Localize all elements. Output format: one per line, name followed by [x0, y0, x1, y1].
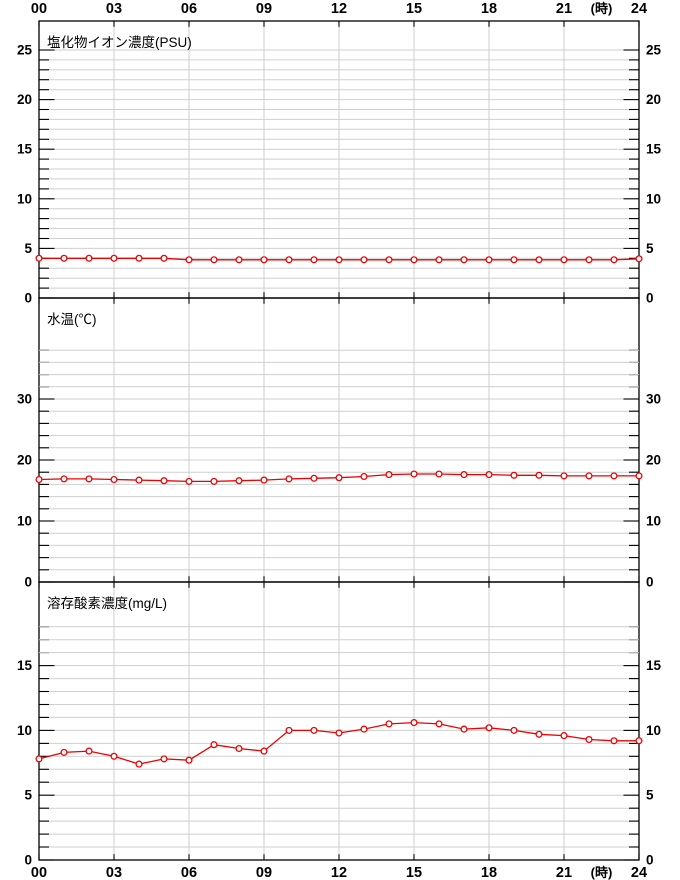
svg-text:塩化物イオン濃度(PSU): 塩化物イオン濃度(PSU) — [47, 35, 192, 50]
svg-text:0: 0 — [646, 853, 654, 868]
svg-text:03: 03 — [106, 865, 122, 880]
svg-text:0: 0 — [646, 575, 654, 590]
svg-text:12: 12 — [331, 1, 347, 17]
svg-text:0: 0 — [646, 291, 654, 306]
svg-text:25: 25 — [17, 43, 33, 58]
svg-text:15: 15 — [406, 1, 422, 17]
svg-text:10: 10 — [646, 191, 661, 206]
svg-text:03: 03 — [106, 1, 122, 17]
svg-text:20: 20 — [646, 453, 661, 468]
svg-text:10: 10 — [646, 514, 661, 529]
svg-text:15: 15 — [17, 658, 33, 673]
svg-text:21: 21 — [556, 865, 572, 880]
svg-text:15: 15 — [646, 142, 662, 157]
svg-text:25: 25 — [646, 43, 662, 58]
svg-text:06: 06 — [181, 1, 197, 17]
svg-text:(時): (時) — [591, 1, 613, 16]
svg-text:12: 12 — [331, 865, 347, 880]
svg-text:00: 00 — [31, 865, 47, 880]
svg-text:溶存酸素濃度(mg/L): 溶存酸素濃度(mg/L) — [47, 596, 167, 611]
svg-text:10: 10 — [17, 514, 32, 529]
svg-text:00: 00 — [31, 1, 47, 17]
svg-text:30: 30 — [646, 392, 661, 407]
svg-text:(時): (時) — [591, 865, 613, 880]
svg-text:0: 0 — [24, 575, 32, 590]
svg-text:15: 15 — [406, 865, 422, 880]
svg-text:20: 20 — [17, 92, 32, 107]
svg-text:10: 10 — [646, 723, 661, 738]
svg-text:06: 06 — [181, 865, 197, 880]
svg-text:18: 18 — [481, 865, 497, 880]
svg-text:18: 18 — [481, 1, 497, 17]
svg-text:15: 15 — [646, 658, 662, 673]
svg-text:09: 09 — [256, 1, 272, 17]
svg-text:30: 30 — [17, 392, 32, 407]
svg-text:5: 5 — [646, 241, 654, 256]
svg-text:20: 20 — [17, 453, 32, 468]
svg-text:10: 10 — [17, 723, 32, 738]
svg-text:20: 20 — [646, 92, 661, 107]
svg-text:21: 21 — [556, 1, 572, 17]
svg-text:10: 10 — [17, 191, 32, 206]
svg-text:15: 15 — [17, 142, 33, 157]
svg-text:0: 0 — [24, 291, 32, 306]
svg-text:09: 09 — [256, 865, 272, 880]
svg-text:5: 5 — [24, 788, 32, 803]
svg-text:水温(℃): 水温(℃) — [47, 312, 97, 327]
svg-text:5: 5 — [24, 241, 32, 256]
svg-text:5: 5 — [646, 788, 654, 803]
svg-text:24: 24 — [631, 865, 647, 880]
svg-text:24: 24 — [631, 1, 647, 17]
